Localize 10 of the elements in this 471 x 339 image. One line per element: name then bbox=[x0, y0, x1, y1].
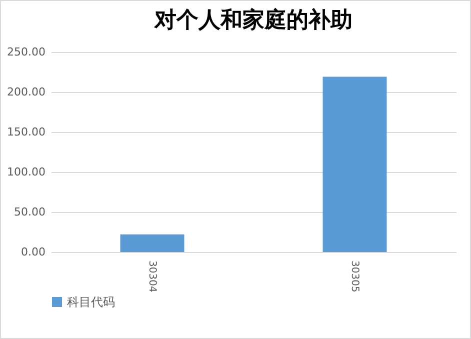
x-tick-label: 30305 bbox=[348, 260, 360, 292]
legend-label: 科目代码 bbox=[67, 295, 115, 309]
y-tick-label: 50.00 bbox=[14, 206, 46, 218]
chart-title: 对个人和家庭的补助 bbox=[154, 7, 352, 33]
y-tick-label: 250.00 bbox=[7, 46, 46, 58]
x-tick-label: 30304 bbox=[146, 260, 158, 292]
y-tick-label: 200.00 bbox=[7, 86, 46, 98]
y-tick-label: 150.00 bbox=[7, 126, 46, 138]
y-tick-label: 100.00 bbox=[7, 166, 46, 178]
y-tick-label: 0.00 bbox=[21, 246, 46, 258]
